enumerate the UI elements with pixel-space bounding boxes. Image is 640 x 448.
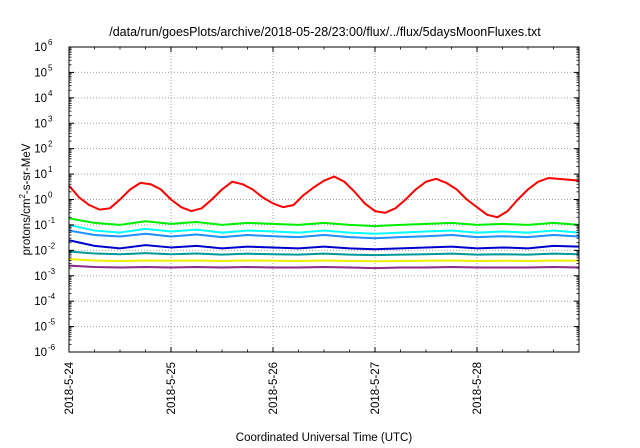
y-tick-exponent: -6 bbox=[48, 343, 56, 352]
grid-lines bbox=[69, 47, 579, 352]
y-tick-base: 10 bbox=[34, 271, 47, 283]
y-tick-base: 10 bbox=[34, 144, 47, 156]
x-tick-label: 2018-5-24 bbox=[64, 361, 76, 414]
y-tick-label: 10 bbox=[34, 144, 47, 156]
y-tick-base: 10 bbox=[34, 347, 47, 359]
y-tick-exponent: -4 bbox=[48, 292, 56, 301]
y-tick-label: 10 bbox=[34, 195, 47, 207]
series-line-4 bbox=[68, 239, 580, 251]
y-tick-exponent: -2 bbox=[48, 241, 56, 250]
y-tick-base: 10 bbox=[34, 42, 47, 54]
y-tick-label: 10 bbox=[34, 42, 47, 54]
chart-title: /data/run/goesPlots/archive/2018-05-28/2… bbox=[109, 25, 541, 39]
y-tick-label: 10 bbox=[34, 245, 47, 257]
y-tick-exponent: 2 bbox=[48, 140, 53, 149]
x-axis-label: Coordinated Universal Time (UTC) bbox=[236, 432, 413, 444]
y-tick-exponent: 1 bbox=[48, 165, 53, 174]
series-line-7 bbox=[68, 264, 580, 270]
y-tick-base: 10 bbox=[34, 296, 47, 308]
x-tick-label: 2018-5-25 bbox=[166, 362, 178, 414]
y-tick-label: 10 bbox=[34, 347, 47, 359]
y-tick-base: 10 bbox=[34, 245, 47, 257]
x-tick-label: 2018-5-28 bbox=[472, 362, 484, 414]
series-line-2 bbox=[68, 223, 580, 235]
y-tick-label: 10 bbox=[34, 67, 47, 79]
y-tick-base: 10 bbox=[34, 67, 47, 79]
y-tick-base: 10 bbox=[34, 169, 47, 181]
x-tick-label: 2018-5-26 bbox=[268, 362, 280, 414]
series-line-0 bbox=[68, 175, 580, 219]
y-tick-base: 10 bbox=[34, 195, 47, 207]
series-line-3 bbox=[68, 229, 580, 240]
x-tick-label: 2018-5-27 bbox=[370, 362, 382, 414]
y-tick-base: 10 bbox=[34, 220, 47, 232]
series-line-1 bbox=[68, 217, 580, 228]
y-tick-label: 10 bbox=[34, 118, 47, 130]
y-tick-base: 10 bbox=[34, 322, 47, 334]
y-tick-label: 10 bbox=[34, 296, 47, 308]
y-axis-label-prefix: protons/cm bbox=[21, 199, 33, 256]
y-tick-exponent: 3 bbox=[48, 114, 53, 123]
y-axis-label: protons/cm2-s-sr-MeV bbox=[18, 143, 33, 255]
y-tick-exponent: 0 bbox=[48, 191, 53, 200]
y-tick-exponent: 6 bbox=[48, 38, 53, 47]
y-axis-label-suffix: -s-sr-MeV bbox=[21, 143, 33, 194]
series-line-6 bbox=[68, 258, 580, 263]
y-tick-exponent: -1 bbox=[48, 216, 56, 225]
series-group bbox=[68, 175, 580, 270]
y-tick-exponent: -3 bbox=[48, 267, 56, 276]
y-axis-label-superscript: 2 bbox=[18, 194, 27, 199]
series-line-5 bbox=[68, 250, 580, 257]
y-tick-label: 10 bbox=[34, 93, 47, 105]
y-tick-label: 10 bbox=[34, 271, 47, 283]
y-tick-exponent: 5 bbox=[48, 63, 53, 72]
y-tick-exponent: -5 bbox=[48, 318, 56, 327]
y-tick-base: 10 bbox=[34, 93, 47, 105]
y-tick-base: 10 bbox=[34, 118, 47, 130]
y-tick-label: 10 bbox=[34, 322, 47, 334]
y-tick-exponent: 4 bbox=[48, 89, 53, 98]
y-tick-label: 10 bbox=[34, 169, 47, 181]
y-tick-label: 10 bbox=[34, 220, 47, 232]
